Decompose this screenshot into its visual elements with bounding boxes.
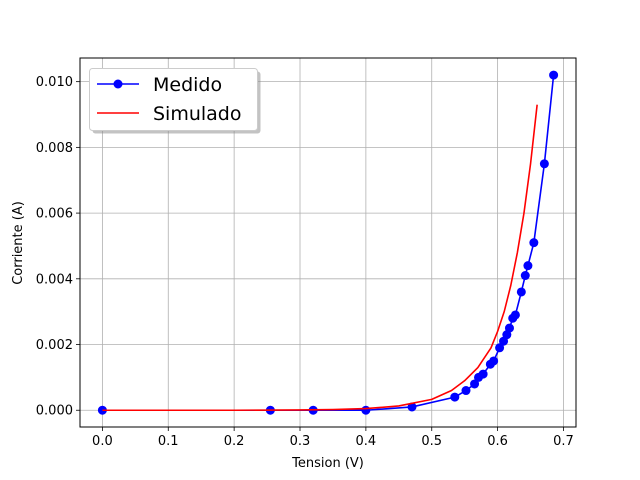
- data-point-medido: [549, 70, 559, 80]
- plot-series: [97, 70, 559, 415]
- x-tick-label: 0.7: [553, 434, 574, 449]
- x-tick-label: 0.4: [356, 434, 377, 449]
- y-tick-label: 0.004: [36, 272, 73, 287]
- data-point-medido: [361, 405, 371, 415]
- data-point-medido: [461, 386, 471, 396]
- y-tick-label: 0.010: [36, 75, 73, 90]
- plot-frame: [79, 57, 577, 428]
- legend-label-simulado: Simulado: [153, 103, 242, 125]
- data-point-medido: [523, 261, 533, 271]
- legend: Medido Simulado: [89, 68, 261, 134]
- data-point-medido: [97, 405, 107, 415]
- data-point-medido: [478, 369, 488, 379]
- x-tick-label: 0.0: [92, 434, 113, 449]
- data-point-medido: [504, 323, 514, 333]
- data-point-medido: [529, 238, 539, 248]
- data-point-medido: [450, 392, 460, 402]
- legend-label-medido: Medido: [153, 74, 222, 96]
- y-tick-label: 0.008: [36, 141, 73, 156]
- axis-ticks: 0.0 0.1 0.2 0.3 0.4 0.5 0.6 0.7 0.000 0.002 0.004 0…: [36, 75, 574, 449]
- x-tick-label: 0.1: [158, 434, 179, 449]
- series-line-simulado: [102, 104, 538, 412]
- x-tick-label: 0.6: [487, 434, 508, 449]
- data-point-medido: [510, 310, 520, 320]
- y-tick-label: 0.000: [36, 404, 73, 419]
- y-tick-label: 0.002: [36, 338, 73, 353]
- x-axis-label: Tension (V): [291, 456, 364, 471]
- x-tick-label: 0.3: [290, 434, 311, 449]
- x-tick-label: 0.5: [421, 434, 442, 449]
- x-tick-label: 0.2: [224, 434, 245, 449]
- y-axis-label: Corriente (A): [11, 201, 26, 285]
- data-point-medido: [470, 379, 480, 389]
- legend-marker-medido: [113, 79, 123, 89]
- data-point-medido: [495, 343, 505, 353]
- data-point-medido: [539, 159, 549, 169]
- data-point-medido: [489, 356, 499, 366]
- data-point-medido: [520, 271, 530, 281]
- y-tick-label: 0.006: [36, 207, 73, 222]
- data-point-medido: [407, 402, 417, 412]
- data-point-medido: [516, 287, 526, 297]
